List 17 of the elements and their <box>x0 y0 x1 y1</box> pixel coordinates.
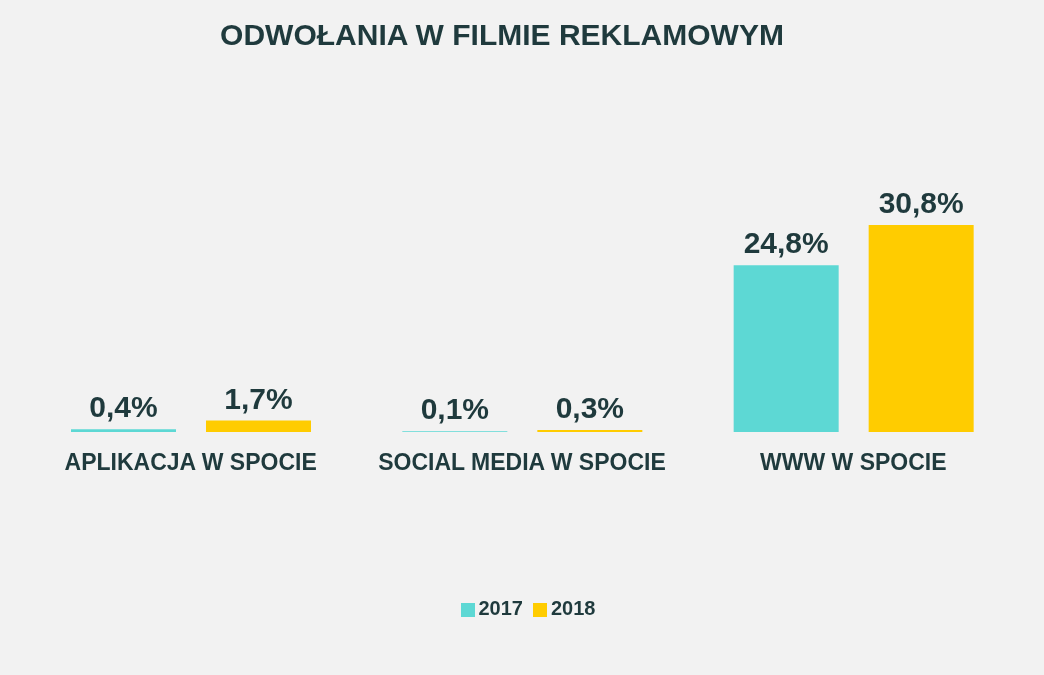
data-label: 24,8% <box>743 226 829 260</box>
data-label: 0,4% <box>89 390 158 424</box>
legend-label: 2018 <box>551 597 596 619</box>
bar <box>733 265 839 432</box>
bar <box>206 420 311 432</box>
bar <box>71 429 176 432</box>
x-tick-label: SOCIAL MEDIA W SPOCIE <box>378 449 666 476</box>
chart-title: ODWOŁANIA W FILMIE REKLAMOWYM <box>219 18 785 52</box>
bar <box>868 225 974 432</box>
legend-label: 2017 <box>478 597 523 619</box>
x-tick-label: APLIKACJA W SPOCIE <box>64 449 317 476</box>
bar <box>537 429 643 432</box>
data-label: 0,3% <box>555 390 625 424</box>
data-label: 30,8% <box>878 186 964 219</box>
data-label: 0,1% <box>420 392 490 426</box>
x-tick-label: WWW W SPOCIE <box>760 449 947 476</box>
data-label: 1,7% <box>224 381 293 415</box>
